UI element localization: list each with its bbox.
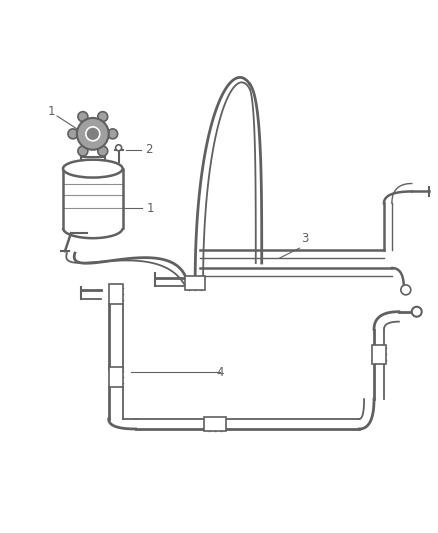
Circle shape [98, 112, 108, 122]
Bar [204, 417, 226, 431]
Bar [185, 276, 205, 290]
Bar [109, 367, 123, 387]
Text: 2: 2 [145, 143, 152, 156]
Circle shape [77, 118, 109, 150]
Text: 3: 3 [301, 232, 308, 245]
Circle shape [68, 129, 78, 139]
Text: 4: 4 [216, 366, 224, 379]
Circle shape [78, 112, 88, 122]
Circle shape [78, 146, 88, 156]
Text: 1: 1 [47, 106, 55, 118]
Circle shape [86, 127, 100, 141]
Circle shape [412, 307, 422, 317]
Circle shape [116, 145, 122, 151]
Circle shape [98, 146, 108, 156]
Text: 1: 1 [147, 202, 154, 215]
Circle shape [108, 129, 118, 139]
Bar [372, 344, 386, 365]
Circle shape [401, 285, 411, 295]
Ellipse shape [63, 160, 123, 177]
Bar [109, 284, 123, 304]
